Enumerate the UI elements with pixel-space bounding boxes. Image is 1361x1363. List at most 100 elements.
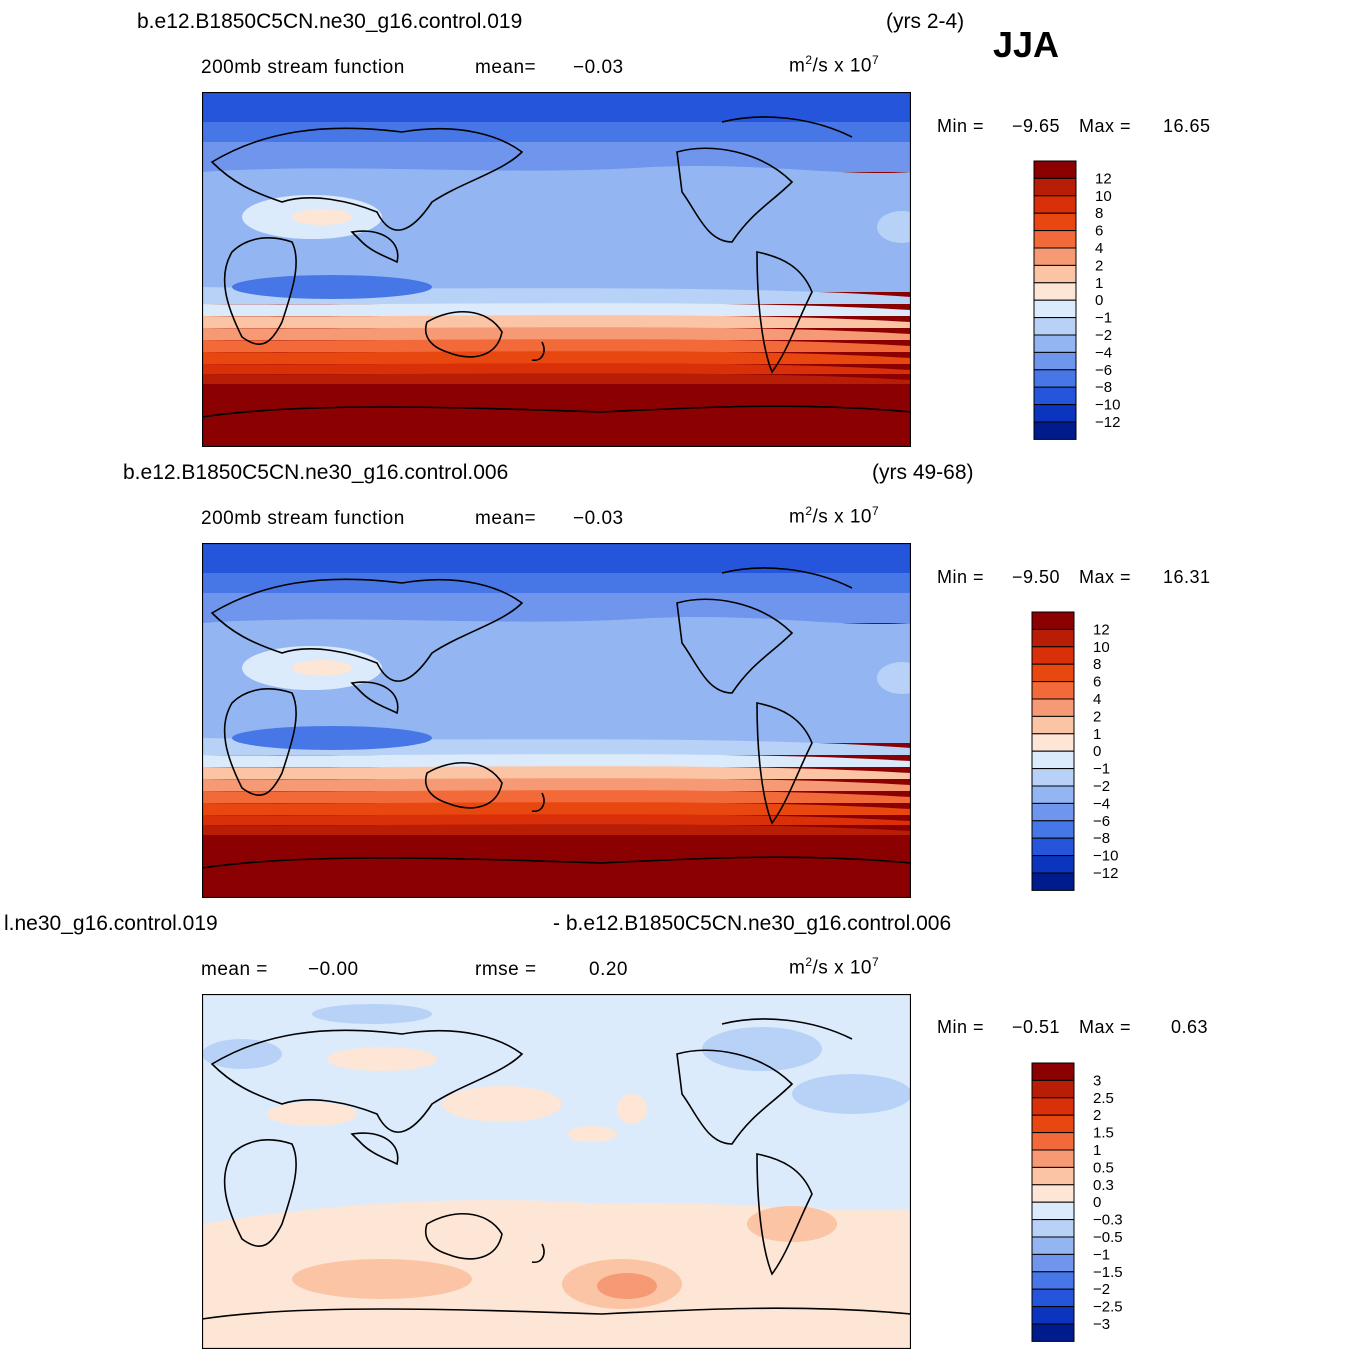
season-label: JJA xyxy=(993,24,1060,65)
colorbar-box xyxy=(1031,698,1075,717)
colorbar-label: −1 xyxy=(1093,1246,1110,1263)
colorbar-box xyxy=(1031,1201,1075,1221)
panel2-colorbar-boxes xyxy=(1031,611,1075,891)
colorbar-label: 1 xyxy=(1095,275,1103,292)
colorbar-box xyxy=(1031,1114,1075,1134)
colorbar-box xyxy=(1031,1149,1075,1168)
colorbar-label: −8 xyxy=(1093,830,1110,847)
colorbar-label: 2.5 xyxy=(1093,1090,1114,1107)
colorbar-box xyxy=(1031,1166,1075,1186)
panel3-case-right: - b.e12.B1850C5CN.ne30_g16.control.006 xyxy=(553,912,952,935)
panel1-max-value: 16.65 xyxy=(1163,116,1211,136)
colorbar-box xyxy=(1031,628,1075,648)
colorbar-box xyxy=(1033,369,1077,388)
panel1-mean-value: −0.03 xyxy=(573,57,624,78)
colorbar-box xyxy=(1031,1219,1075,1238)
panel2-subtitle: 200mb stream function xyxy=(201,508,405,529)
colorbar-label: −2 xyxy=(1095,327,1112,344)
colorbar-label: −1 xyxy=(1095,310,1112,327)
colorbar-box xyxy=(1031,1271,1075,1290)
colorbar-label: −8 xyxy=(1095,379,1112,396)
colorbar-label: −12 xyxy=(1093,865,1118,882)
colorbar-label: 12 xyxy=(1093,621,1110,638)
panel3-min-label: Min = xyxy=(937,1017,985,1037)
colorbar-label: 6 xyxy=(1095,223,1103,240)
colorbar-box xyxy=(1033,421,1077,440)
colorbar-label: −0.5 xyxy=(1093,1229,1123,1246)
colorbar-label: 0 xyxy=(1093,1194,1101,1211)
colorbar-label: 1 xyxy=(1093,726,1101,743)
panel2-map xyxy=(202,543,911,898)
colorbar-label: 1.5 xyxy=(1093,1125,1114,1142)
panel1-units: m2/s x 107 xyxy=(789,53,880,77)
panel3-map xyxy=(202,994,911,1349)
panel3-colorbar-labels: 32.521.510.50.30−0.3−0.5−1−1.5−2−2.5−3 xyxy=(1093,1072,1123,1333)
colorbar-box xyxy=(1031,715,1075,735)
colorbar-box xyxy=(1033,282,1077,301)
colorbar-box xyxy=(1031,611,1075,630)
colorbar-box xyxy=(1033,299,1077,319)
colorbar-label: −6 xyxy=(1095,362,1112,379)
colorbar-box xyxy=(1033,160,1077,179)
colorbar-label: −4 xyxy=(1093,795,1110,812)
panel3-rmse-value: 0.20 xyxy=(589,959,628,980)
colorbar-label: −1 xyxy=(1093,761,1110,778)
panel2-coastlines xyxy=(202,567,911,869)
panel2-mean-label: mean= xyxy=(475,508,537,529)
colorbar-box xyxy=(1031,820,1075,839)
colorbar-label: −1.5 xyxy=(1093,1264,1123,1281)
colorbar-box xyxy=(1031,733,1075,752)
panel1-subtitle: 200mb stream function xyxy=(201,57,405,78)
panel2-units: m2/s x 107 xyxy=(789,504,880,528)
panel1-coastlines xyxy=(202,116,911,418)
colorbar-label: −0.3 xyxy=(1093,1212,1123,1229)
panel3-max-value: 0.63 xyxy=(1171,1017,1209,1037)
colorbar-box xyxy=(1031,646,1075,665)
colorbar-label: −3 xyxy=(1093,1316,1110,1333)
panel3-colorbar: 32.521.510.50.30−0.3−0.5−1−1.5−2−2.5−3 xyxy=(1031,1062,1123,1342)
panel3-colorbar-boxes xyxy=(1031,1062,1075,1342)
colorbar-label: 1 xyxy=(1093,1142,1101,1159)
panel1-colorbar-boxes xyxy=(1033,160,1077,440)
colorbar-box xyxy=(1031,1288,1075,1308)
colorbar-box xyxy=(1031,1132,1075,1151)
colorbar-label: 0 xyxy=(1095,292,1103,309)
colorbar-label: 8 xyxy=(1095,205,1103,222)
panel3-coastlines xyxy=(202,1018,911,1320)
colorbar-label: 0 xyxy=(1093,743,1101,760)
panel3-units: m2/s x 107 xyxy=(789,955,880,979)
panel2-min-label: Min = xyxy=(937,567,985,587)
colorbar-label: 2 xyxy=(1095,257,1103,274)
colorbar-box xyxy=(1033,317,1077,336)
colorbar-box xyxy=(1031,1306,1075,1325)
colorbar-box xyxy=(1031,1184,1075,1203)
colorbar-box xyxy=(1031,1062,1075,1081)
colorbar-box xyxy=(1031,837,1075,857)
colorbar-label: −4 xyxy=(1095,344,1112,361)
panel1-min-value: −9.65 xyxy=(1012,116,1061,136)
colorbar-box xyxy=(1033,351,1077,371)
panel3-mean-value: −0.00 xyxy=(308,959,359,980)
colorbar-box xyxy=(1033,195,1077,214)
colorbar-box xyxy=(1031,802,1075,822)
colorbar-box xyxy=(1033,230,1077,249)
colorbar-label: 3 xyxy=(1093,1072,1101,1089)
panel3-max-label: Max = xyxy=(1079,1017,1132,1037)
colorbar-box xyxy=(1031,1097,1075,1116)
colorbar-box xyxy=(1033,212,1077,232)
colorbar-box xyxy=(1031,855,1075,874)
colorbar-label: 2 xyxy=(1093,1107,1101,1124)
panel1-max-label: Max = xyxy=(1079,116,1132,136)
colorbar-box xyxy=(1031,663,1075,683)
colorbar-box xyxy=(1033,334,1077,353)
panel1-years: (yrs 2-4) xyxy=(886,10,965,33)
colorbar-box xyxy=(1031,1323,1075,1342)
colorbar-label: −2 xyxy=(1093,778,1110,795)
colorbar-box xyxy=(1031,1236,1075,1255)
colorbar-box xyxy=(1031,1079,1075,1099)
colorbar-box xyxy=(1033,177,1077,197)
colorbar-label: −10 xyxy=(1093,848,1118,865)
